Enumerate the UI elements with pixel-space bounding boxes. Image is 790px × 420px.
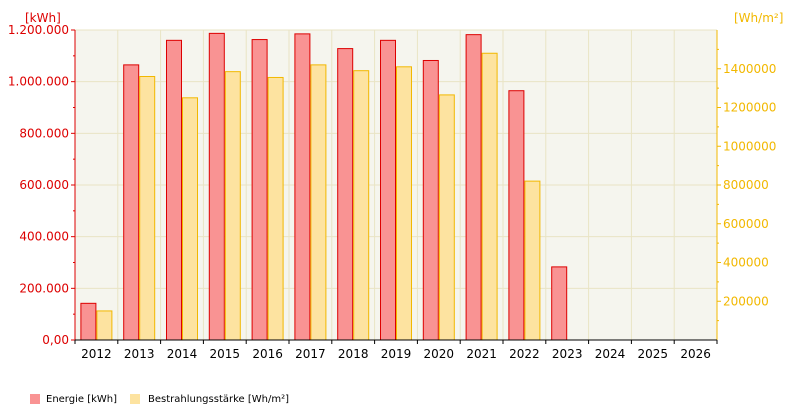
- bar-bestrahlung-2012: [96, 310, 113, 341]
- legend-swatch-bestrahlung: [130, 394, 140, 404]
- right-tick-label: 1000000: [723, 139, 776, 153]
- bar-energie-2023: [551, 266, 568, 341]
- right-axis-label: [Wh/m²]: [734, 11, 783, 25]
- right-tick-label: 200000: [723, 294, 769, 308]
- bar-bestrahlung-2017: [310, 64, 327, 341]
- bar-energie-2021: [465, 34, 482, 341]
- bar-bestrahlung-2018: [353, 70, 370, 341]
- bar-bestrahlung-2021: [481, 52, 498, 341]
- right-tick-label: 1400000: [723, 62, 776, 76]
- right-tick-label: 400000: [723, 256, 769, 270]
- right-tick-label: 1200000: [723, 101, 776, 115]
- bar-energie-2014: [166, 39, 182, 341]
- left-tick-label: 800.000: [19, 126, 69, 140]
- bar-bestrahlung-2013: [139, 76, 156, 341]
- bar-energie-2015: [208, 32, 225, 341]
- legend-swatch-energie: [30, 394, 40, 404]
- left-axis-label: [kWh]: [25, 11, 61, 25]
- x-tick-label-2024: 2024: [595, 347, 626, 361]
- x-axis-ticks: 2012 2013 2014 2015 2016 2017 2018 2019 2020 2021…: [74, 340, 718, 361]
- bar-bestrahlung-2014: [182, 97, 198, 341]
- right-tick-label: 600000: [723, 217, 769, 231]
- bar-energie-2019: [380, 39, 396, 341]
- x-tick-label-2017: 2017: [295, 347, 326, 361]
- bar-energie-2017: [294, 33, 311, 341]
- x-tick-label-2021: 2021: [466, 347, 497, 361]
- legend-label-bestrahlung: Bestrahlungsstärke [Wh/m²]: [148, 394, 289, 405]
- left-tick-label: 0,00: [42, 333, 69, 347]
- bar-bestrahlung-2016: [267, 76, 284, 341]
- left-tick-label: 200.000: [19, 281, 69, 295]
- right-tick-label: 800000: [723, 178, 769, 192]
- bar-bestrahlung-2019: [396, 66, 412, 341]
- x-tick-label-2018: 2018: [338, 347, 369, 361]
- left-tick-label: 400.000: [19, 230, 69, 244]
- bar-energie-2016: [251, 39, 268, 341]
- left-tick-label: 1.200.000: [8, 23, 69, 37]
- x-tick-label-2015: 2015: [210, 347, 241, 361]
- x-tick-label-2023: 2023: [552, 347, 583, 361]
- bar-energie-2013: [123, 64, 140, 341]
- x-tick-label-2016: 2016: [252, 347, 283, 361]
- legend-label-energie: Energie [kWh]: [46, 394, 117, 405]
- left-tick-label: 1.000.000: [8, 75, 69, 89]
- x-tick-label-2020: 2020: [424, 347, 455, 361]
- left-axis-ticks: 0,00 200.000 400.000 600.000 800.000 1.000.00…: [8, 23, 75, 347]
- bar-energie-2018: [337, 48, 354, 341]
- x-tick-label-2022: 2022: [509, 347, 540, 361]
- bar-energie-2020: [422, 59, 439, 341]
- right-axis-ticks: 200000 400000 600000 800000 1000000 1200000 14…: [717, 48, 776, 322]
- left-tick-label: 600.000: [19, 178, 69, 192]
- bar-energie-2022: [508, 90, 525, 341]
- x-tick-label-2013: 2013: [124, 347, 155, 361]
- x-tick-label-2019: 2019: [381, 347, 412, 361]
- bars: [80, 32, 568, 341]
- x-tick-label-2014: 2014: [167, 347, 198, 361]
- x-tick-label-2025: 2025: [638, 347, 669, 361]
- x-tick-label-2026: 2026: [680, 347, 711, 361]
- bar-bestrahlung-2015: [224, 71, 241, 341]
- bar-bestrahlung-2022: [524, 180, 541, 341]
- bar-bestrahlung-2020: [438, 94, 455, 341]
- legend: Energie [kWh] Bestrahlungsstärke [Wh/m²]: [30, 394, 289, 405]
- bar-energie-2012: [80, 302, 97, 341]
- x-tick-label-2012: 2012: [81, 347, 112, 361]
